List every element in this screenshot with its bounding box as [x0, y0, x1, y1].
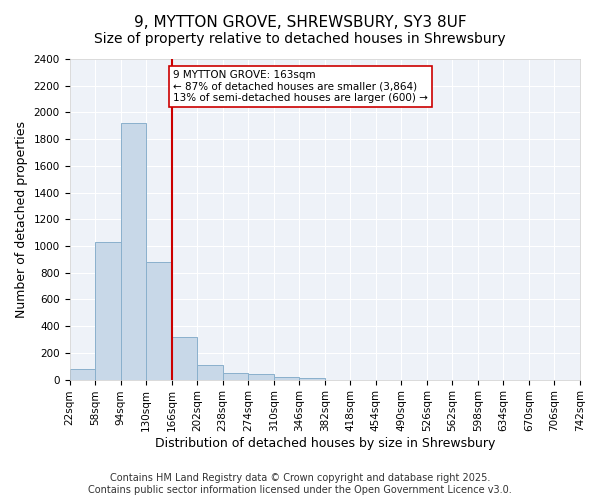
Text: 9, MYTTON GROVE, SHREWSBURY, SY3 8UF: 9, MYTTON GROVE, SHREWSBURY, SY3 8UF [134, 15, 466, 30]
Bar [197, 365, 223, 380]
Bar [223, 373, 248, 380]
Bar [172, 337, 197, 380]
Bar [299, 378, 325, 380]
Bar [274, 377, 299, 380]
Text: Size of property relative to detached houses in Shrewsbury: Size of property relative to detached ho… [94, 32, 506, 46]
Bar [121, 123, 146, 380]
X-axis label: Distribution of detached houses by size in Shrewsbury: Distribution of detached houses by size … [155, 437, 495, 450]
Bar [70, 369, 95, 380]
Bar [146, 262, 172, 380]
Text: Contains HM Land Registry data © Crown copyright and database right 2025.
Contai: Contains HM Land Registry data © Crown c… [88, 474, 512, 495]
Y-axis label: Number of detached properties: Number of detached properties [15, 121, 28, 318]
Text: 9 MYTTON GROVE: 163sqm
← 87% of detached houses are smaller (3,864)
13% of semi-: 9 MYTTON GROVE: 163sqm ← 87% of detached… [173, 70, 428, 103]
Bar [95, 242, 121, 380]
Bar [248, 374, 274, 380]
